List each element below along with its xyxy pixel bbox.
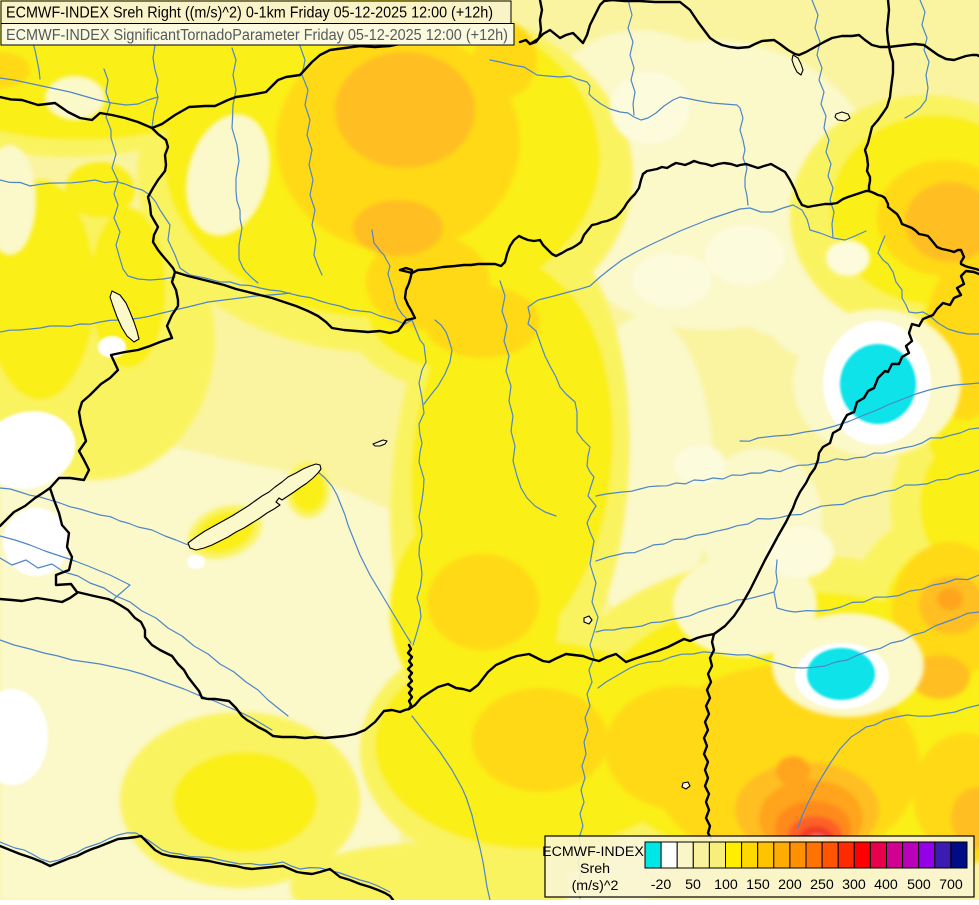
svg-text:300: 300 — [842, 877, 866, 893]
svg-text:ECMWF-INDEX SignificantTornado: ECMWF-INDEX SignificantTornadoParameter … — [6, 27, 508, 44]
svg-text:ECMWF-INDEX Sreh Right ((m/s)^: ECMWF-INDEX Sreh Right ((m/s)^2) 0-1km F… — [6, 5, 493, 22]
svg-text:500: 500 — [907, 877, 931, 893]
svg-text:-20: -20 — [651, 877, 672, 893]
svg-text:Sreh: Sreh — [580, 861, 610, 877]
svg-text:(m/s)^2: (m/s)^2 — [572, 878, 619, 894]
svg-text:200: 200 — [778, 877, 802, 893]
svg-text:50: 50 — [685, 877, 701, 893]
svg-text:250: 250 — [810, 877, 834, 893]
svg-text:100: 100 — [714, 877, 738, 893]
svg-text:700: 700 — [939, 877, 963, 893]
svg-text:150: 150 — [746, 877, 770, 893]
svg-text:400: 400 — [874, 877, 898, 893]
svg-text:ECMWF-INDEX: ECMWF-INDEX — [542, 844, 644, 860]
